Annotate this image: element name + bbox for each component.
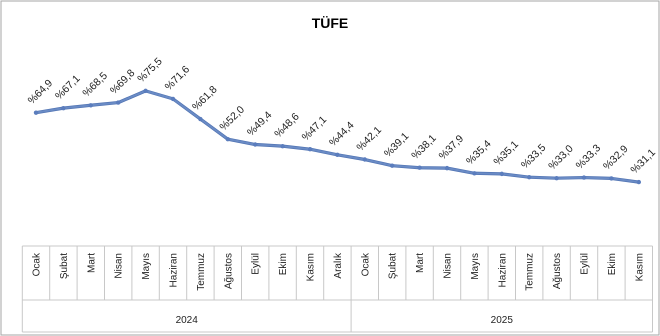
month-tick-label: Kasım <box>306 253 317 281</box>
month-tick-label: Mart <box>86 253 97 273</box>
month-tick-label: Mayıs <box>141 253 152 280</box>
data-point <box>61 105 66 111</box>
data-markers <box>33 88 641 185</box>
data-point <box>307 147 313 152</box>
data-point <box>253 142 258 147</box>
month-tick-label: Temmuz <box>196 253 207 291</box>
month-tick-label: Şubat <box>388 253 399 279</box>
month-tick-label: Haziran <box>169 253 180 287</box>
month-tick-label: Ekim <box>607 253 618 275</box>
data-point <box>362 157 367 162</box>
month-tick-label: Nisan <box>114 253 125 279</box>
data-point <box>198 116 203 122</box>
data-point <box>499 171 504 177</box>
data-point <box>170 96 176 102</box>
year-label-2025: 2025 <box>491 315 514 326</box>
month-tick-label: Haziran <box>497 253 508 287</box>
month-tick-label: Şubat <box>59 253 70 279</box>
month-tick-label: Mayıs <box>470 253 481 280</box>
data-point <box>390 163 395 168</box>
month-tick-label: Ağustos <box>552 253 563 289</box>
month-tick-label: Mart <box>415 253 426 273</box>
data-point <box>335 152 340 157</box>
category-separators <box>21 245 653 333</box>
month-tick-label: Aralık <box>333 252 344 279</box>
year-label-2024: 2024 <box>176 315 199 326</box>
data-point <box>33 110 39 115</box>
data-point <box>636 179 641 185</box>
month-tick-label: Ocak <box>360 252 371 276</box>
data-point <box>88 103 94 108</box>
month-tick-label: Ekim <box>278 253 289 275</box>
data-point <box>472 171 477 176</box>
month-tick-label: Temmuz <box>525 253 536 291</box>
month-tick-label: Ocak <box>32 252 43 276</box>
data-point <box>527 174 532 180</box>
data-point <box>116 100 121 105</box>
data-point <box>444 165 450 171</box>
month-tick-label: Eylül <box>580 253 591 275</box>
data-point <box>280 143 285 149</box>
year-labels: 2024 2025 <box>176 315 514 326</box>
data-point <box>417 165 422 170</box>
month-tick-label: Ağustos <box>223 253 234 289</box>
chart-title: TÜFE <box>312 15 349 31</box>
data-point <box>143 88 148 94</box>
month-tick-label: Kasım <box>634 253 645 281</box>
data-point <box>581 175 587 180</box>
month-tick-label: Eylül <box>251 253 262 275</box>
data-point <box>225 136 230 142</box>
data-point <box>609 176 614 181</box>
data-point <box>554 176 559 181</box>
month-tick-label: Nisan <box>443 253 454 279</box>
month-tick-labels: Ocak Şubat Mart Nisan Mayıs Haziran Temmuz Ağus… <box>32 252 646 291</box>
